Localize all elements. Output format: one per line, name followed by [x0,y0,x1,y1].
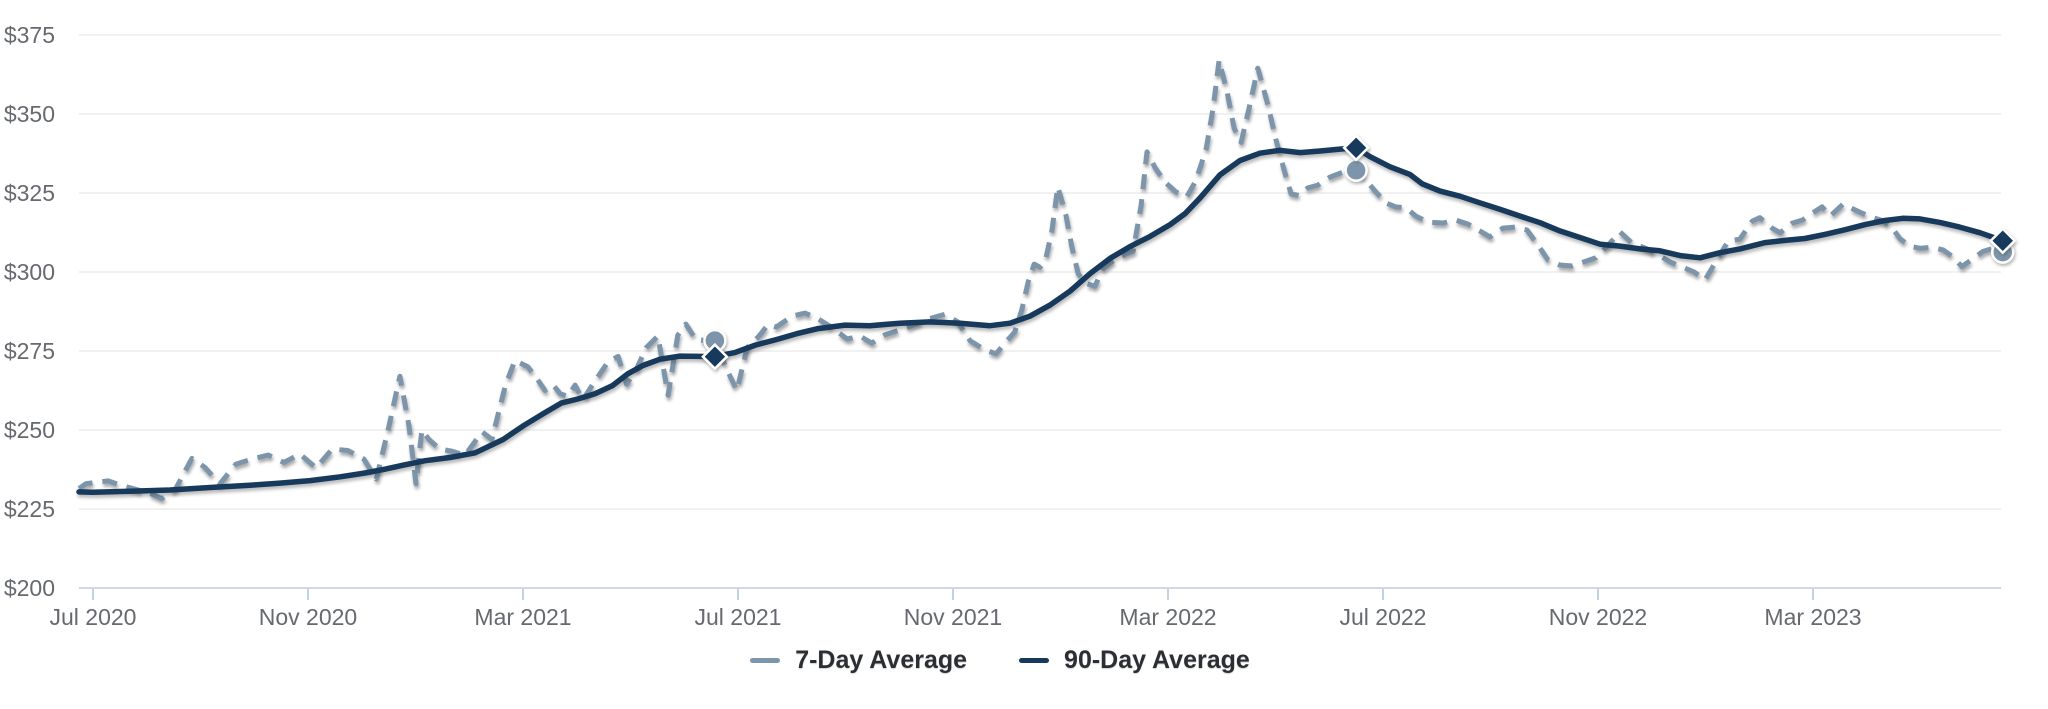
y-axis-label: $225 [4,496,55,522]
x-axis-label: Jul 2020 [50,604,137,630]
y-axis-label: $300 [4,259,55,285]
chart-legend: 7-Day Average 90-Day Average [0,646,2024,675]
x-axis-label: Mar 2021 [474,604,571,630]
90day-average-legend-label: 90-Day Average [1064,646,1250,674]
x-axis-label: Nov 2021 [904,604,1002,630]
y-axis-label: $350 [4,101,55,127]
data-marker-diamond-90day[interactable] [1988,226,2017,255]
y-axis-label: $275 [4,338,55,364]
x-axis-label: Mar 2023 [1764,604,1861,630]
7day-average-legend-label: 7-Day Average [795,646,968,674]
data-marker-diamond-90day[interactable] [701,342,729,371]
x-axis-label: Nov 2020 [259,604,357,630]
y-axis-label: $200 [4,575,55,601]
legend-item-7day-average[interactable]: 7-Day Average [750,646,967,675]
y-axis-label: $325 [4,180,55,206]
x-axis-label: Jul 2021 [695,604,782,630]
data-marker-circle-7day[interactable] [1344,158,1368,182]
series-90day-average-line [76,145,2006,496]
x-axis-label: Nov 2022 [1549,604,1647,630]
data-marker-diamond-90day[interactable] [1342,134,1370,162]
x-axis-label: Mar 2022 [1119,604,1216,630]
7day-average-dash-swatch-icon [750,658,781,663]
x-axis-label: Jul 2022 [1340,604,1427,630]
y-axis-label: $375 [4,22,55,48]
y-axis-label: $250 [4,417,55,443]
90day-average-dash-swatch-icon [1019,658,1050,663]
legend-item-90day-average[interactable]: 90-Day Average [1019,646,1250,675]
series-7day-average-line [77,57,2004,502]
